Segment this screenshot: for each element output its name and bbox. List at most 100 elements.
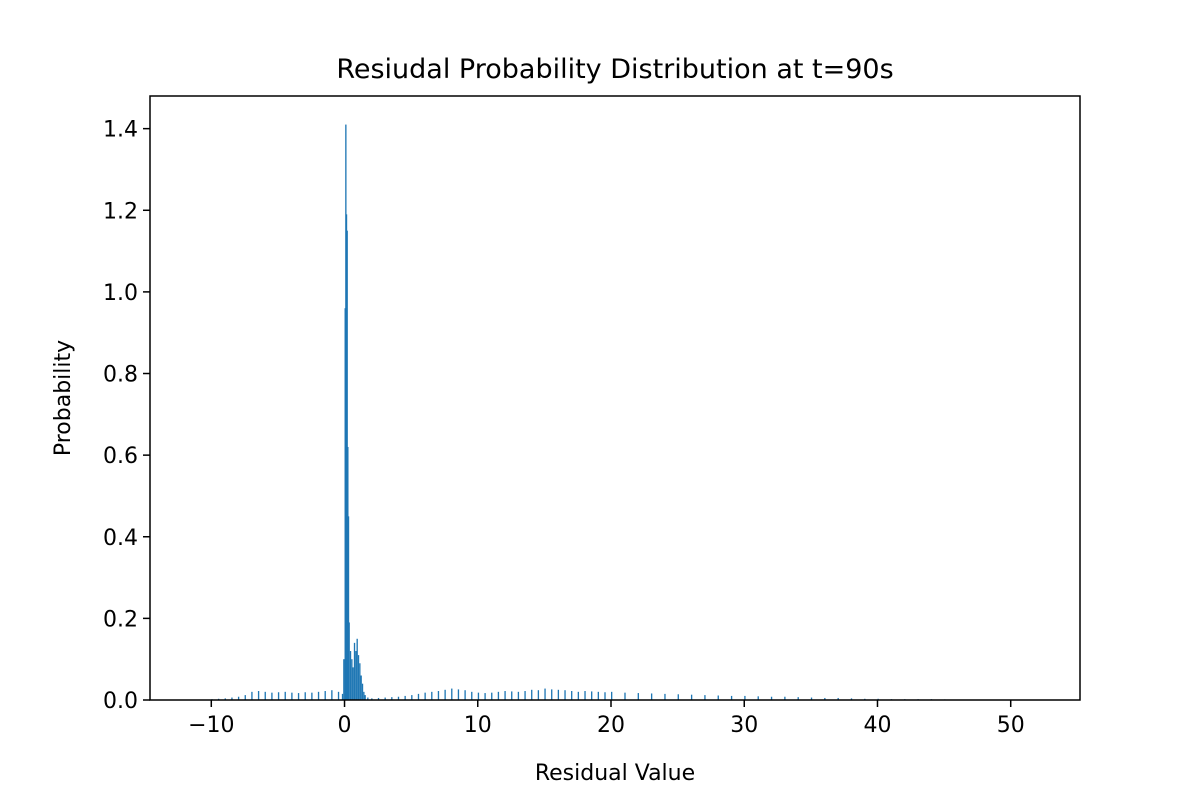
x-tick-label: 40 <box>863 713 891 738</box>
histogram-bar <box>311 692 313 700</box>
histogram-bar <box>464 690 466 700</box>
histogram-bar <box>360 675 362 700</box>
histogram-bar <box>537 690 540 700</box>
histogram-bar <box>244 695 246 700</box>
histogram-bar <box>397 696 400 700</box>
histogram-bar <box>359 663 361 700</box>
histogram-bar <box>349 651 352 700</box>
histogram-bar <box>531 689 533 700</box>
y-tick-label: 0.2 <box>103 607 138 632</box>
histogram-bar <box>604 692 606 700</box>
histogram-bar <box>810 697 813 700</box>
y-tick-label: 0.6 <box>103 444 138 469</box>
histogram-bar <box>497 691 500 700</box>
histogram-bar <box>237 696 240 700</box>
histogram-bar <box>284 691 286 700</box>
histogram-bar <box>451 688 453 700</box>
histogram-bar <box>367 697 369 700</box>
y-tick-label: 1.2 <box>103 199 138 224</box>
histogram-bar <box>271 692 273 700</box>
histogram-bar <box>557 689 560 700</box>
histogram-bar <box>351 659 353 700</box>
x-tick-label: 30 <box>730 713 758 738</box>
histogram-bar <box>484 693 486 700</box>
histogram-bar <box>571 691 573 700</box>
histogram-bar <box>356 638 358 700</box>
histogram-bar <box>411 695 413 700</box>
y-tick-label: 0.0 <box>103 689 138 714</box>
histogram-bar <box>704 695 706 700</box>
histogram-bar <box>377 697 380 700</box>
histogram-bar <box>361 683 364 700</box>
histogram-bar <box>384 697 386 700</box>
histogram-bar <box>364 695 366 700</box>
histogram-bar <box>352 667 354 700</box>
histogram-bar <box>231 697 233 700</box>
x-axis-title: Residual Value <box>535 761 695 786</box>
histogram-bar <box>757 696 759 700</box>
histogram-bar <box>343 659 345 700</box>
histogram-bar <box>797 697 799 700</box>
histogram-bar <box>363 691 365 700</box>
histogram-bar <box>304 692 306 700</box>
histogram-bar <box>850 698 853 700</box>
histogram-bar <box>291 692 293 700</box>
x-tick-label: 20 <box>597 713 625 738</box>
y-axis-ticks: 0.0 0.2 0.4 0.6 0.8 1.0 1.2 1.4 <box>103 118 150 714</box>
histogram-bar <box>347 516 350 700</box>
histogram-bar <box>650 693 653 700</box>
histogram-bar <box>348 622 350 700</box>
histogram-bar <box>224 698 226 700</box>
x-tick-label: 0 <box>338 713 352 738</box>
histogram-bars <box>211 124 1039 700</box>
histogram-bar <box>504 691 506 700</box>
x-tick-label: 50 <box>997 713 1025 738</box>
histogram-bar <box>544 688 546 700</box>
histogram-bar <box>264 691 266 700</box>
histogram-bar <box>524 691 526 700</box>
histogram-bar <box>584 691 586 700</box>
histogram-bar <box>371 698 373 700</box>
histogram-bar <box>337 691 340 700</box>
histogram-bar <box>690 694 693 700</box>
histogram-bar <box>424 692 426 700</box>
y-axis-title: Probability <box>51 340 76 456</box>
histogram-bar <box>341 693 344 700</box>
histogram-bar <box>324 691 326 700</box>
x-axis-ticks: −10 0 10 20 30 40 50 <box>188 700 1025 738</box>
histogram-bar <box>471 691 473 700</box>
y-tick-label: 0.4 <box>103 526 138 551</box>
histogram-bar <box>347 446 349 700</box>
histogram-bar <box>345 124 347 700</box>
histogram-bar <box>730 695 733 700</box>
histogram-bar <box>257 691 260 700</box>
histogram-bar <box>837 697 839 700</box>
histogram-bar <box>357 655 360 700</box>
y-tick-label: 0.8 <box>103 363 138 388</box>
histogram-bar <box>355 651 357 700</box>
histogram-bar <box>457 689 460 700</box>
histogram-bar <box>251 691 253 700</box>
histogram-bar <box>331 690 333 700</box>
histogram-bar <box>417 693 420 700</box>
histogram-bar <box>624 692 626 700</box>
histogram-bar <box>824 697 826 700</box>
histogram-bar <box>431 691 433 700</box>
histogram-bar <box>353 642 356 700</box>
histogram-bar <box>611 691 613 700</box>
histogram-bar <box>591 691 593 700</box>
histogram-bar <box>597 691 600 700</box>
histogram-bar <box>784 696 786 700</box>
x-tick-label: 10 <box>464 713 492 738</box>
chart-title: Resiudal Probability Distribution at t=9… <box>336 54 893 85</box>
histogram-bar <box>391 697 393 700</box>
histogram-bar <box>477 692 480 700</box>
histogram-bar <box>345 214 348 700</box>
y-tick-label: 1.4 <box>103 118 138 143</box>
histogram-bar <box>491 692 493 700</box>
histogram-bar <box>744 695 746 700</box>
histogram-bar <box>564 690 566 700</box>
histogram-bar <box>637 693 639 700</box>
